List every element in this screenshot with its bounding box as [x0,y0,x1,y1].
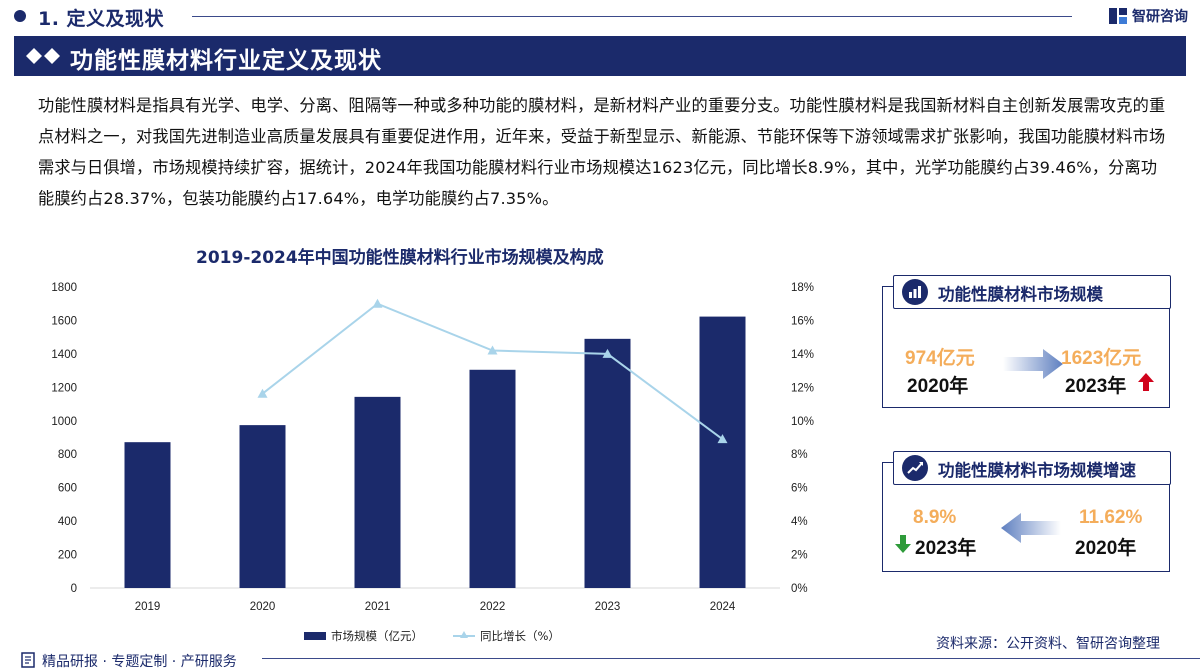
y-left-tick-label: 1600 [51,315,77,327]
brand-logo: 智研咨询 [1108,4,1188,28]
y-left-tick-label: 1200 [51,382,77,394]
down-arrow-icon [895,535,911,553]
x-tick-label: 2019 [135,601,161,613]
x-tick-label: 2022 [480,601,506,613]
line-point [717,434,728,444]
bar [124,442,171,588]
diamond-icon [26,48,42,64]
legend-bar-label: 市场规模（亿元） [331,629,423,643]
footer-text: 精品研报 · 专题定制 · 产研服务 [42,654,237,670]
market-size-card-header: 功能性膜材料市场规模 [893,275,1171,309]
x-tick-label: 2024 [710,601,736,613]
bar-line-chart: 0 200 400 600 800 1000 1200 1400 1600 1800 0% 2% 4% 6… [51,282,814,613]
footer: 精品研报 · 专题定制 · 产研服务 [0,648,1200,672]
bar [354,396,401,588]
size-from-value: 974亿元 [905,348,975,369]
trend-chart-icon [902,455,928,481]
y-right-tick-label: 12% [791,382,814,394]
y-right-tick-label: 0% [791,583,808,595]
title-banner: 功能性膜材料行业定义及现状 [14,36,1186,76]
line-point [372,298,383,308]
market-size-card: 功能性膜材料市场规模 974亿元 2020年 1623亿元 2023年 [882,275,1171,408]
y-left-tick-label: 0 [71,583,77,595]
size-to-year: 2023年 [1065,376,1127,397]
intro-paragraph: 功能性膜材料是指具有光学、电学、分离、阻隔等一种或多种功能的膜材料，是新材料产业… [38,96,1166,208]
left-arrow-icon [1001,513,1061,543]
section-bullet-icon [14,10,26,22]
growth-left-value: 8.9% [913,507,957,528]
line-point [602,348,613,358]
legend-line-label: 同比增长（%） [480,629,560,643]
bar [699,316,746,588]
diamond-icon [44,48,60,64]
top-bar: 1. 定义及现状 智研咨询 [0,0,1200,34]
y-right-tick-label: 14% [791,349,814,361]
y-left-tick-label: 1400 [51,349,77,361]
bar [469,369,516,588]
data-source: 资料来源：公开资料、智研咨询整理 [936,636,1160,652]
y-right-tick-label: 10% [791,416,814,428]
size-to-value: 1623亿元 [1061,348,1142,369]
growth-left-year: 2023年 [915,538,977,559]
y-right-tick-label: 18% [791,282,814,294]
y-right-tick-label: 2% [791,550,808,562]
growth-right-year: 2020年 [1075,538,1137,559]
x-tick-label: 2023 [595,601,621,613]
size-from-year: 2020年 [907,376,969,397]
y-right-tick-label: 8% [791,449,808,461]
chart-legend: 市场规模（亿元） 同比增长（%） [304,628,560,644]
y-left-tick-label: 1800 [51,282,77,294]
report-icon [21,652,35,668]
bar [584,338,631,588]
brand-name: 智研咨询 [1132,9,1188,25]
y-right-tick-label: 16% [791,315,814,327]
line-point [487,345,498,355]
page-title: 功能性膜材料行业定义及现状 [70,48,382,74]
chart-circle-icon [902,279,928,305]
market-size-card-title: 功能性膜材料市场规模 [938,285,1103,304]
y-left-tick-label: 400 [58,516,77,528]
x-tick-label: 2020 [250,601,276,613]
y-left-tick-label: 800 [58,449,77,461]
up-arrow-icon [1138,373,1154,391]
growth-right-value: 11.62% [1079,507,1143,528]
growth-rate-card: 功能性膜材料市场规模增速 8.9% 2023年 11.62% 2020年 [882,451,1171,572]
section-title: 1. 定义及现状 [38,8,165,30]
y-left-tick-label: 600 [58,483,77,495]
line-point [257,388,268,398]
footer-divider [262,658,1200,659]
growth-rate-card-header: 功能性膜材料市场规模增速 [893,451,1171,485]
y-left-tick-label: 1000 [51,416,77,428]
chart-title: 2019-2024年中国功能性膜材料行业市场规模及构成 [196,248,604,268]
logo-icon [1109,8,1127,24]
bar [239,425,286,588]
legend-bar-swatch [304,632,326,640]
x-tick-label: 2021 [365,601,391,613]
y-right-tick-label: 6% [791,483,808,495]
y-left-tick-label: 200 [58,550,77,562]
growth-rate-card-title: 功能性膜材料市场规模增速 [938,461,1136,480]
legend-line-swatch [453,631,475,638]
header-divider [192,16,1072,17]
y-right-tick-label: 4% [791,516,808,528]
right-arrow-icon [1003,349,1063,379]
